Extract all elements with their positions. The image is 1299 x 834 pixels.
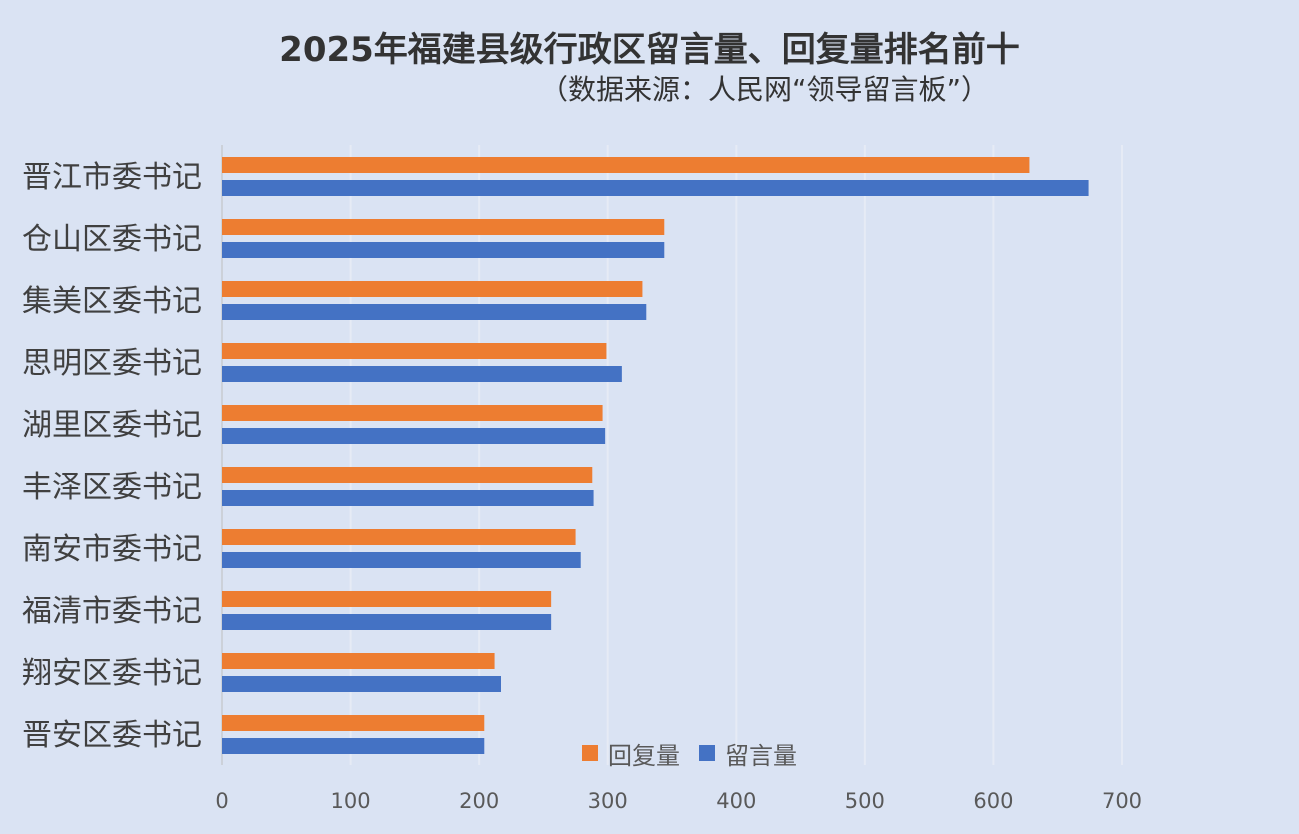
- x-tick-label: 300: [588, 789, 628, 813]
- bar-reply: [222, 219, 665, 235]
- chart-title: 2025年福建县级行政区留言量、回复量排名前十: [279, 30, 1020, 70]
- bar-reply: [222, 653, 495, 669]
- bar-message: [222, 366, 622, 382]
- x-tick-label: 0: [215, 789, 228, 813]
- category-label: 南安市委书记: [22, 532, 202, 567]
- category-label: 集美区委书记: [22, 284, 202, 319]
- bar-reply: [222, 591, 552, 607]
- bar-message: [222, 552, 581, 568]
- category-label: 翔安区委书记: [22, 656, 202, 691]
- bar-reply: [222, 157, 1030, 173]
- chart-subtitle: （数据来源：人民网“领导留言板”）: [540, 73, 990, 106]
- legend-swatch: [582, 745, 598, 761]
- bar-message: [222, 738, 485, 754]
- bar-reply: [222, 529, 576, 545]
- category-label: 晋安区委书记: [22, 718, 202, 753]
- bar-message: [222, 242, 665, 258]
- legend-swatch: [699, 745, 715, 761]
- bar-message: [222, 676, 501, 692]
- category-label: 仓山区委书记: [22, 222, 202, 257]
- bar-reply: [222, 281, 643, 297]
- category-label: 晋江市委书记: [22, 160, 202, 195]
- bar-reply: [222, 467, 593, 483]
- bar-reply: [222, 715, 485, 731]
- bar-message: [222, 304, 647, 320]
- bar-reply: [222, 343, 607, 359]
- category-label: 湖里区委书记: [22, 408, 202, 443]
- x-tick-label: 500: [845, 789, 885, 813]
- bar-message: [222, 490, 594, 506]
- bar-reply: [222, 405, 603, 421]
- bar-message: [222, 180, 1089, 196]
- legend-label: 回复量: [608, 742, 680, 770]
- bar-message: [222, 614, 552, 630]
- x-tick-label: 700: [1102, 789, 1142, 813]
- legend-label: 留言量: [725, 742, 797, 770]
- x-tick-label: 100: [331, 789, 371, 813]
- category-label: 丰泽区委书记: [22, 470, 202, 505]
- category-label: 福清市委书记: [22, 594, 202, 629]
- x-tick-label: 200: [459, 789, 499, 813]
- x-tick-label: 400: [716, 789, 756, 813]
- category-label: 思明区委书记: [22, 346, 202, 381]
- bar-message: [222, 428, 606, 444]
- x-tick-label: 600: [973, 789, 1013, 813]
